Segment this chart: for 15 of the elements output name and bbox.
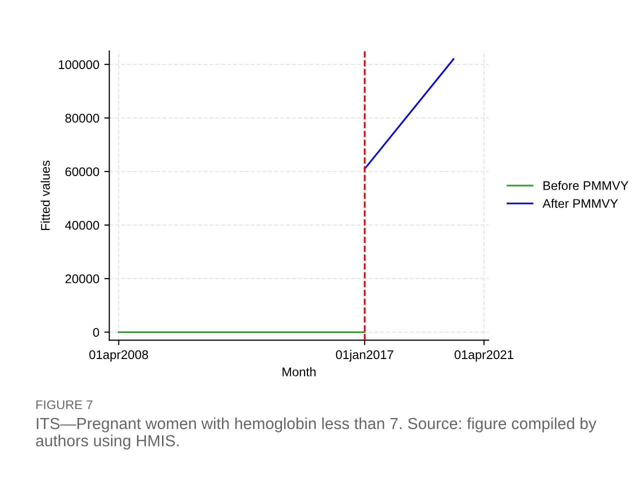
y-tick-label: 100000 (58, 60, 100, 70)
x-tick-label: 01apr2021 (454, 350, 514, 362)
y-tick-label: 20000 (65, 274, 100, 284)
legend-label: After PMMVY (542, 198, 618, 208)
x-tick-label: 01jan2017 (336, 350, 394, 362)
x-tick-label: 01apr2008 (89, 350, 148, 362)
x-axis-title: Month (282, 367, 316, 376)
y-axis-title: Fitted values (40, 160, 50, 230)
y-tick-label: 40000 (65, 220, 100, 230)
y-tick-label: 80000 (65, 114, 100, 123)
caption: FIGURE 7 (36, 400, 92, 410)
y-tick-label: 60000 (65, 167, 100, 176)
legend-label: Before PMMVY (544, 180, 628, 190)
text: ITS—Pregnant women with hemoglobin less than 7. Source: figure compiled by authors using HMIS. (36, 417, 596, 450)
y-tick-label: 0 (93, 328, 100, 337)
